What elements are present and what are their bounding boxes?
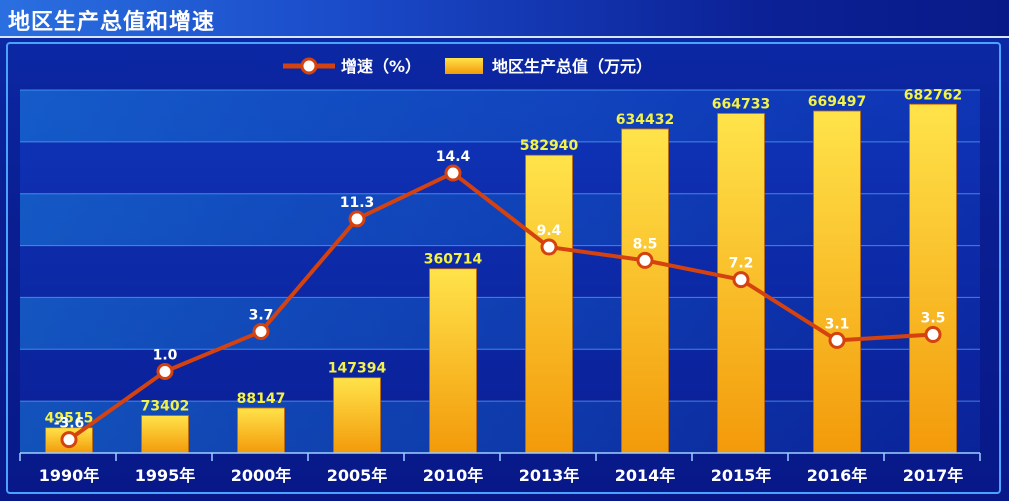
bar-value-label: 73402 <box>141 399 190 415</box>
legend-bar-label: 地区生产总值（万元） <box>492 57 652 76</box>
legend-line-label: 增速（%） <box>341 57 421 76</box>
line-value-label: 7.2 <box>729 256 754 272</box>
line-path <box>67 170 934 442</box>
bar <box>813 110 861 454</box>
line-point <box>828 331 846 349</box>
line-point <box>540 238 558 256</box>
bar-value-label: 147394 <box>328 361 387 377</box>
bar <box>429 268 477 454</box>
bar-value-label: 682762 <box>904 87 962 103</box>
bar <box>621 128 669 454</box>
line-value-label: 3.7 <box>249 308 274 324</box>
x-tick-label: 2010年 <box>423 466 484 485</box>
x-tick-label: 2014年 <box>615 466 676 485</box>
x-tick-label: 2017年 <box>903 466 964 485</box>
line-series <box>60 164 942 449</box>
bar-value-label: 360714 <box>424 252 483 268</box>
x-tick-label: 2015年 <box>711 466 772 485</box>
line-point <box>924 325 942 343</box>
line-value-label: 9.4 <box>537 223 562 239</box>
bar-value-label: 582940 <box>520 138 579 154</box>
bar <box>333 377 381 454</box>
bar <box>525 154 573 454</box>
bar <box>141 415 189 454</box>
x-tick-label: 1990年 <box>39 466 100 485</box>
bar <box>237 407 285 454</box>
x-tick-label: 1995年 <box>135 466 196 485</box>
bar-series <box>45 103 957 454</box>
x-tick-label: 2005年 <box>327 466 388 485</box>
bar-value-label: 88147 <box>237 391 286 407</box>
line-point <box>252 323 270 341</box>
x-axis: 1990年 1995年 2000年 2005年 2010年 2013年 2014年 2015年… <box>19 452 981 485</box>
line-point <box>732 271 750 289</box>
line-value-label: 3.1 <box>825 316 850 332</box>
x-tick-label: 2016年 <box>807 466 868 485</box>
title-bar: 地区生产总值和增速 <box>0 0 1009 38</box>
line-point <box>636 251 654 269</box>
line-point <box>60 431 78 449</box>
bar-value-label: 49515 <box>45 411 94 427</box>
line-value-label: 3.5 <box>921 310 946 326</box>
legend-bar-swatch <box>445 58 483 74</box>
line-value-label: 8.5 <box>633 236 658 252</box>
value-labels: 49515 73402 88147 147394 360714 582940 634432 6… <box>45 87 963 431</box>
line-point <box>348 210 366 228</box>
line-value-label: 11.3 <box>340 195 375 211</box>
x-tick-label: 2013年 <box>519 466 580 485</box>
chart-title: 地区生产总值和增速 <box>8 10 216 35</box>
line-point <box>156 363 174 381</box>
line-value-label: 1.0 <box>153 348 178 364</box>
bar-value-label: 634432 <box>616 112 674 128</box>
bar-value-label: 664733 <box>712 96 770 112</box>
line-value-label: -3.6 <box>54 416 85 432</box>
line-point <box>444 164 462 182</box>
plot-border <box>6 42 1001 494</box>
legend: 增速（%） 地区生产总值（万元） <box>283 57 652 76</box>
x-tick-label: 2000年 <box>231 466 292 485</box>
bar <box>909 103 957 454</box>
line-value-label: 14.4 <box>436 149 471 165</box>
legend-line-marker <box>300 57 318 75</box>
bar-value-label: 669497 <box>808 94 866 110</box>
